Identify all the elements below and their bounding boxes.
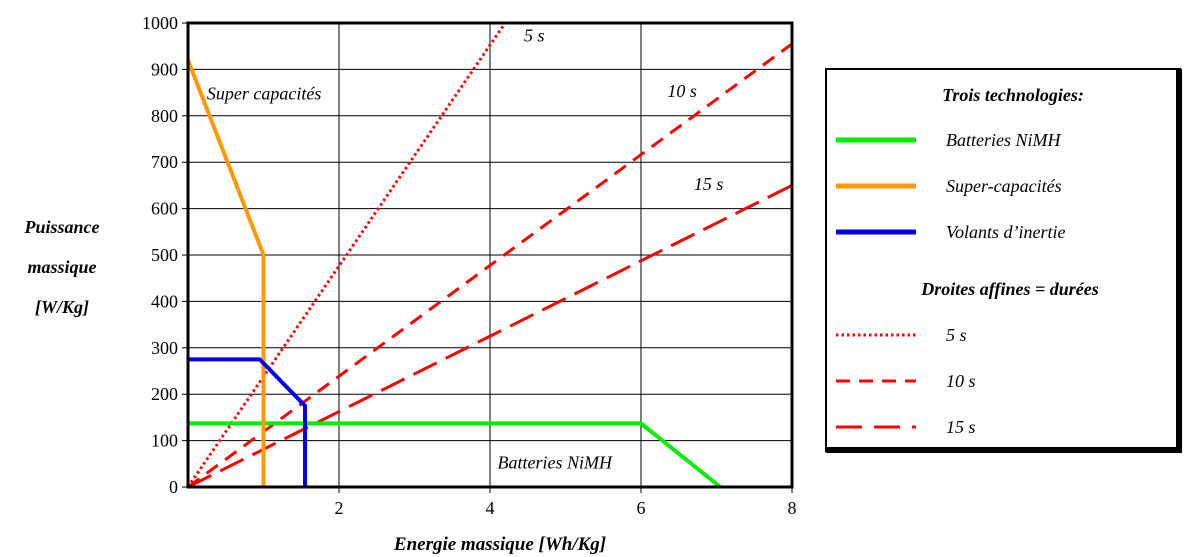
series-line-5 [187, 184, 793, 489]
y-tick-label: 300 [151, 338, 178, 358]
series-line-1 [186, 59, 266, 487]
annotation-3: Super capacités [207, 84, 321, 104]
legend-label-1: Super-capacités [946, 176, 1062, 196]
x-tick-labels: 2 4 6 8 [335, 487, 797, 518]
series-line-4 [187, 42, 793, 489]
legend-title-technologies: Trois technologies: [942, 85, 1084, 105]
y-tick-labels: 0 100 200 300 400 500 600 700 800 900 1000 [142, 13, 188, 497]
y-tick-label: 700 [151, 152, 178, 172]
annotation-0: 5 s [524, 26, 545, 46]
legend-label-0: Batteries NiMH [946, 130, 1061, 150]
y-tick-label: 200 [151, 384, 178, 404]
series-line-0 [188, 421, 722, 489]
y-tick-label: 600 [151, 199, 178, 219]
legend-shadow-bottom [826, 447, 1180, 453]
y-axis-label-line-1: Puissance [23, 217, 99, 237]
y-tick-label: 1000 [142, 13, 178, 33]
x-axis-label: Energie massique [Wh/Kg] [393, 534, 606, 555]
legend-title-durations: Droites affines = durées [920, 279, 1098, 299]
x-tick-label: 8 [788, 498, 797, 518]
annotation-1: 10 s [667, 81, 697, 101]
y-tick-label: 0 [169, 477, 178, 497]
series-line-2 [188, 357, 308, 487]
y-axis-label-line-3: [W/Kg] [35, 297, 89, 317]
legend-box [825, 68, 1181, 452]
legend-shadow-right [1176, 69, 1182, 453]
x-tick-label: 2 [335, 498, 344, 518]
annotation-2: 15 s [694, 174, 724, 194]
legend-label-5: 15 s [946, 417, 976, 437]
legend-label-3: 5 s [946, 325, 967, 345]
legend-label-4: 10 s [946, 371, 976, 391]
annotations: 5 s 10 s 15 s Super capacités Batteries NiMH [207, 26, 723, 473]
legend: Trois technologies: Droites affines = du… [825, 68, 1182, 453]
x-tick-label: 6 [637, 498, 646, 518]
y-tick-label: 900 [151, 59, 178, 79]
legend-items: Batteries NiMH Super-capacités Volants d’i… [836, 130, 1066, 437]
series-group [186, 22, 793, 489]
y-axis-label-line-2: massique [27, 257, 96, 277]
x-tick-label: 4 [486, 498, 495, 518]
series-line-3 [186, 22, 507, 488]
y-tick-label: 100 [151, 431, 178, 451]
annotation-4: Batteries NiMH [498, 452, 613, 472]
y-tick-label: 400 [151, 291, 178, 311]
y-tick-label: 800 [151, 106, 178, 126]
legend-label-2: Volants d’inertie [946, 222, 1066, 242]
y-tick-label: 500 [151, 245, 178, 265]
